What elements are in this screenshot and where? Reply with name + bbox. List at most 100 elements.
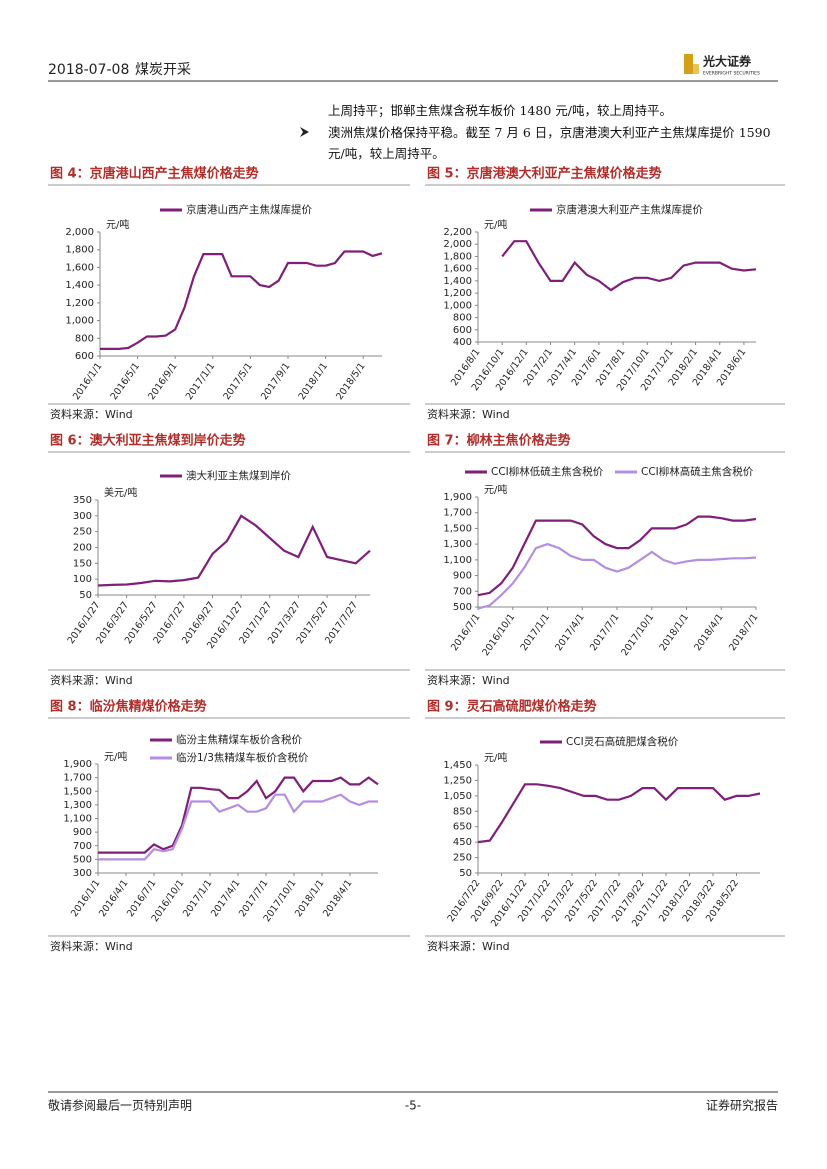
y-tick-label: 1,050 xyxy=(443,791,472,802)
x-tick-label: 2017/4/1 xyxy=(553,612,586,653)
figure-title: 图 4：京唐港山西产主焦煤价格走势 xyxy=(50,166,259,182)
x-tick-label: 2018/5/1 xyxy=(334,361,367,402)
logo-text: 光大证券 xyxy=(702,54,752,69)
y-tick-label: 1,100 xyxy=(63,814,92,825)
y-tick-label: 50 xyxy=(79,590,92,601)
x-tick-label: 2018/1/1 xyxy=(297,361,330,402)
x-tick-label: 2017/10/1 xyxy=(619,612,656,658)
unit-label: 元/吨 xyxy=(484,751,507,764)
y-tick-label: 650 xyxy=(453,822,472,833)
series-line xyxy=(477,542,757,610)
y-tick-label: 50 xyxy=(459,868,472,879)
y-tick-label: 2,200 xyxy=(443,227,472,238)
legend-label: CCI柳林高硫主焦含税价 xyxy=(641,465,754,478)
y-tick-label: 1,400 xyxy=(443,276,472,287)
y-tick-label: 1,100 xyxy=(443,555,472,566)
y-tick-label: 1,300 xyxy=(63,800,92,811)
y-tick-label: 2,000 xyxy=(443,239,472,250)
x-tick-label: 2018/4/1 xyxy=(692,612,725,653)
footer-center: -5- xyxy=(405,1099,421,1113)
figure-title: 图 5：京唐港澳大利亚产主焦煤价格走势 xyxy=(427,166,662,182)
x-tick-label: 2017/1/1 xyxy=(184,361,217,402)
y-tick-label: 1,000 xyxy=(443,300,472,311)
figure-title: 图 6：澳大利亚主焦煤到岸价走势 xyxy=(50,433,246,449)
y-tick-label: 1,200 xyxy=(443,288,472,299)
series-line xyxy=(477,783,761,844)
y-tick-label: 500 xyxy=(453,602,472,613)
y-tick-label: 300 xyxy=(73,511,92,522)
y-tick-label: 1,900 xyxy=(443,492,472,503)
y-tick-label: 1,800 xyxy=(443,251,472,262)
x-tick-label: 2017/1/1 xyxy=(519,612,552,653)
unit-label: 美元/吨 xyxy=(104,486,137,499)
y-tick-label: 1,900 xyxy=(63,759,92,770)
y-tick-label: 900 xyxy=(73,827,92,838)
y-tick-label: 1,700 xyxy=(63,773,92,784)
figure-title: 图 7：柳林主焦价格走势 xyxy=(427,433,571,449)
y-tick-label: 250 xyxy=(453,853,472,864)
y-tick-label: 600 xyxy=(75,351,94,362)
logo-icon xyxy=(693,64,699,74)
unit-label: 元/吨 xyxy=(104,750,127,763)
header-date: 2018-07-08 xyxy=(48,62,129,78)
series-line xyxy=(477,515,757,597)
bullet-arrow xyxy=(300,127,309,137)
legend-label: CCI灵石高硫肥煤含税价 xyxy=(566,735,679,748)
y-tick-label: 1,700 xyxy=(443,508,472,519)
source-note: 资料来源：Wind xyxy=(427,673,510,687)
y-tick-label: 1,000 xyxy=(65,316,94,327)
x-tick-label: 2016/1/1 xyxy=(71,361,104,402)
y-tick-label: 450 xyxy=(453,837,472,848)
series-line xyxy=(501,240,757,292)
series-line xyxy=(98,776,379,854)
y-tick-label: 350 xyxy=(73,495,92,506)
y-tick-label: 300 xyxy=(73,868,92,879)
legend-label: 京唐港澳大利亚产主焦煤库提价 xyxy=(556,203,703,216)
y-tick-label: 600 xyxy=(453,325,472,336)
x-tick-label: 2017/5/1 xyxy=(221,361,254,402)
source-note: 资料来源：Wind xyxy=(50,407,133,421)
y-tick-label: 2,000 xyxy=(65,227,94,238)
y-tick-label: 700 xyxy=(453,586,472,597)
logo-text-en: EVERBRIGHT SECURITIES xyxy=(703,71,760,77)
paragraph: 澳洲焦煤价格保持平稳。截至 7 月 6 日，京唐港澳大利亚产主焦煤库提价 159… xyxy=(328,125,771,161)
y-tick-label: 800 xyxy=(75,333,94,344)
source-note: 资料来源：Wind xyxy=(50,673,133,687)
source-note: 资料来源：Wind xyxy=(427,939,510,953)
x-tick-label: 2016/9/1 xyxy=(146,361,179,402)
y-tick-label: 800 xyxy=(453,313,472,324)
legend-label: CCI柳林低硫主焦含税价 xyxy=(491,465,604,478)
y-tick-label: 1,600 xyxy=(65,262,94,273)
y-tick-label: 1,600 xyxy=(443,264,472,275)
unit-label: 元/吨 xyxy=(484,483,507,496)
y-tick-label: 150 xyxy=(73,558,92,569)
legend-label: 临汾1/3焦精煤车板价含税价 xyxy=(176,751,309,764)
y-tick-label: 700 xyxy=(73,841,92,852)
y-tick-label: 900 xyxy=(453,571,472,582)
x-tick-label: 2018/7/1 xyxy=(727,612,760,653)
figure-title: 图 8：临汾焦精煤价格走势 xyxy=(50,699,207,715)
y-tick-label: 1,250 xyxy=(443,775,472,786)
series-line xyxy=(98,793,378,861)
figure-title: 图 9：灵石高硫肥煤价格走势 xyxy=(427,699,597,715)
source-note: 资料来源：Wind xyxy=(50,939,133,953)
footer-left: 敬请参阅最后一页特别声明 xyxy=(48,1098,192,1113)
series-line xyxy=(97,514,371,587)
y-tick-label: 1,300 xyxy=(443,539,472,550)
y-tick-label: 1,500 xyxy=(443,523,472,534)
y-tick-label: 100 xyxy=(73,574,92,585)
legend-label: 澳大利亚主焦煤到岸价 xyxy=(186,469,291,482)
y-tick-label: 1,800 xyxy=(65,245,94,256)
y-tick-label: 400 xyxy=(453,337,472,348)
footer-right: 证券研究报告 xyxy=(706,1098,778,1113)
y-tick-label: 200 xyxy=(73,543,92,554)
y-tick-label: 850 xyxy=(453,806,472,817)
x-tick-label: 2017/9/1 xyxy=(259,361,292,402)
y-tick-label: 1,450 xyxy=(443,760,472,771)
unit-label: 元/吨 xyxy=(484,218,507,231)
series-line xyxy=(100,250,383,350)
y-tick-label: 250 xyxy=(73,527,92,538)
x-tick-label: 2018/1/1 xyxy=(658,612,691,653)
